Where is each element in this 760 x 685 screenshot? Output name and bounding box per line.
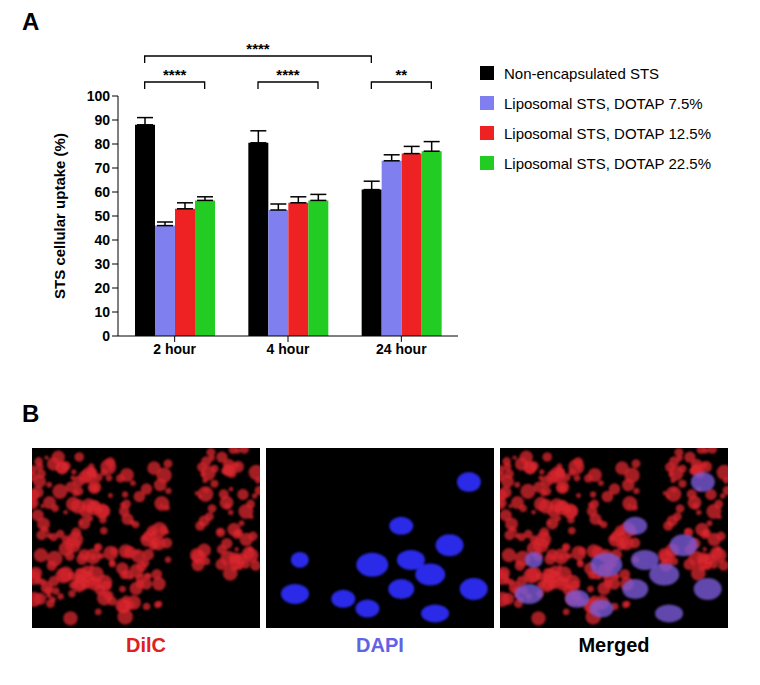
svg-text:10: 10	[94, 304, 110, 320]
svg-text:30: 30	[94, 256, 110, 272]
html-text:A: A	[22, 8, 40, 35]
svg-text:24 hour: 24 hour	[376, 341, 427, 357]
html-text:DAPI: DAPI	[356, 634, 404, 656]
html-text:Liposomal STS, DOTAP 22.5%: Liposomal STS, DOTAP 22.5%	[504, 154, 711, 172]
svg-text:60: 60	[94, 184, 110, 200]
html-text:Merged: Merged	[578, 634, 650, 656]
html-text:DilC: DilC	[126, 634, 166, 656]
html-text:Liposomal STS, DOTAP 7.5%: Liposomal STS, DOTAP 7.5%	[504, 94, 703, 112]
svg-text:**: **	[395, 66, 407, 83]
svg-text:0: 0	[102, 328, 110, 344]
svg-text:****: ****	[246, 40, 270, 57]
html-text:Non-encapsulated STS: Non-encapsulated STS	[504, 64, 660, 82]
html-text:Liposomal STS, DOTAP 12.5%: Liposomal STS, DOTAP 12.5%	[504, 124, 711, 142]
svg-text:20: 20	[94, 280, 110, 296]
svg-text:80: 80	[94, 136, 110, 152]
svg-text:40: 40	[94, 232, 110, 248]
svg-text:STS cellular uptake (%): STS cellular uptake (%)	[51, 133, 68, 299]
svg-text:70: 70	[94, 160, 110, 176]
svg-text:****: ****	[276, 66, 300, 83]
html-text:B: B	[22, 400, 40, 427]
svg-text:****: ****	[163, 66, 187, 83]
svg-text:100: 100	[87, 88, 111, 104]
svg-text:90: 90	[94, 112, 110, 128]
svg-text:4 hour: 4 hour	[267, 341, 310, 357]
svg-text:2 hour: 2 hour	[153, 341, 196, 357]
svg-text:50: 50	[94, 208, 110, 224]
